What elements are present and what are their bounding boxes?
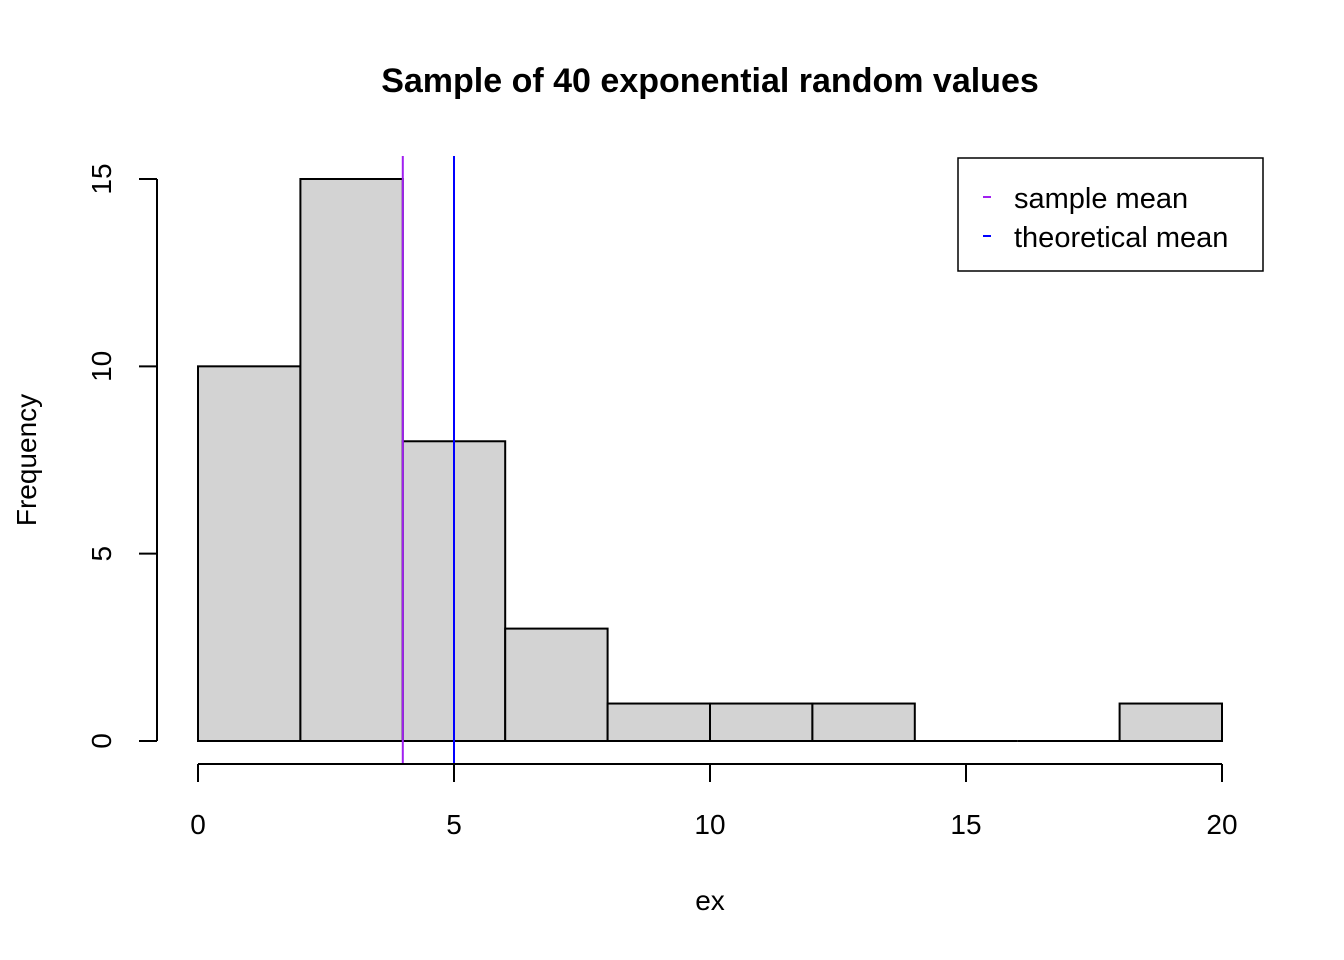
legend-label-theoretical-mean: theoretical mean	[1014, 222, 1228, 254]
y-tick-label-1: 5	[86, 546, 117, 562]
legend-label-sample-mean: sample mean	[1014, 183, 1188, 215]
mean-lines	[401, 156, 455, 764]
x-tick-label-3: 15	[950, 809, 981, 840]
histogram-bar-3	[504, 627, 609, 742]
legend-box	[957, 157, 1264, 272]
x-tick-label-4: 20	[1206, 809, 1237, 840]
x-tick-label-0: 0	[190, 809, 206, 840]
chart-title: Sample of 40 exponential random values	[381, 62, 1039, 100]
y-axis: 0 5 10 15	[86, 163, 158, 749]
x-tick-label-2: 10	[694, 809, 725, 840]
histogram-bar-9	[1118, 702, 1223, 742]
y-tick-label-3: 15	[86, 163, 117, 194]
x-tick-label-1: 5	[446, 809, 462, 840]
y-axis-label: Frequency	[11, 394, 42, 526]
y-tick-label-0: 0	[86, 733, 117, 749]
histogram-bar-0	[197, 365, 302, 742]
histogram-bar-6	[811, 702, 916, 742]
histogram-bar-1	[299, 178, 404, 742]
x-axis: 0 5 10 15 20	[190, 763, 1238, 840]
histogram-bar-4	[606, 702, 711, 742]
legend: sample mean theoretical mean	[957, 157, 1264, 272]
x-axis-label: ex	[695, 885, 725, 916]
y-tick-label-2: 10	[86, 351, 117, 382]
histogram-bar-5	[709, 702, 814, 742]
